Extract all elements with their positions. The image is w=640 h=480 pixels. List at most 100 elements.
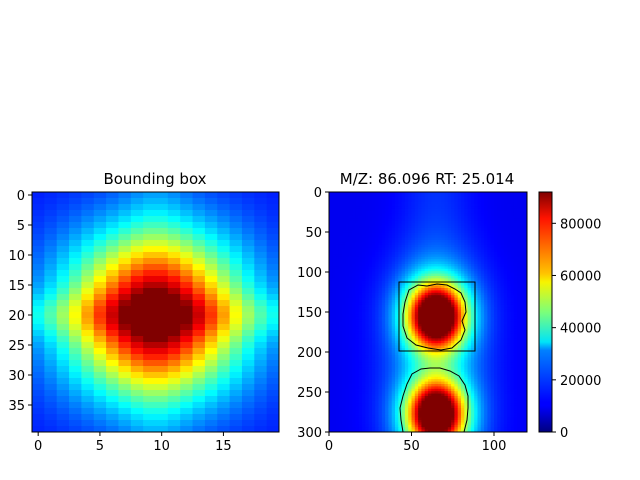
heatmap-cell — [441, 204, 445, 207]
heatmap-cell — [444, 249, 449, 253]
heatmap-cell — [332, 216, 337, 219]
heatmap-cell — [368, 326, 373, 330]
heatmap-cell — [470, 266, 475, 270]
heatmap-cell — [365, 247, 370, 251]
heatmap-cell — [381, 292, 386, 296]
heatmap-cell — [352, 309, 356, 313]
heatmap-cell — [338, 340, 343, 344]
heatmap-cell — [371, 292, 376, 296]
heatmap-cell — [497, 285, 502, 289]
heatmap-cell — [477, 242, 482, 246]
heatmap-cell — [56, 420, 70, 427]
heatmap-cell — [428, 271, 432, 275]
heatmap-cell — [447, 225, 452, 229]
heatmap-cell — [513, 280, 518, 284]
heatmap-cell — [490, 300, 495, 303]
heatmap-cell — [329, 288, 333, 291]
heatmap-cell — [254, 288, 268, 295]
heatmap-cell — [414, 261, 419, 265]
heatmap-cell — [241, 360, 255, 367]
heatmap-cell — [398, 338, 403, 342]
heatmap-cell — [513, 307, 518, 311]
heatmap-cell — [520, 355, 525, 359]
heatmap-cell — [69, 312, 82, 319]
heatmap-cell — [266, 252, 280, 259]
heatmap-cell — [352, 297, 356, 301]
heatmap-cell — [375, 213, 379, 217]
heatmap-cell — [365, 235, 370, 239]
heatmap-cell — [332, 201, 337, 205]
heatmap-cell — [437, 319, 442, 323]
heatmap-cell — [335, 232, 340, 236]
heatmap-cell — [44, 246, 58, 253]
heatmap-cell — [487, 276, 492, 279]
heatmap-cell — [229, 294, 243, 301]
heatmap-cell — [418, 319, 422, 323]
heatmap-cell — [470, 343, 475, 347]
heatmap-cell — [93, 312, 107, 319]
heatmap-cell — [523, 321, 527, 325]
heatmap-cell — [391, 199, 396, 203]
heatmap-cell — [391, 288, 396, 291]
heatmap-cell — [497, 271, 502, 275]
heatmap-cell — [338, 240, 343, 243]
heatmap-cell — [358, 285, 363, 289]
heatmap-cell — [342, 208, 346, 212]
heatmap-cell — [342, 295, 346, 299]
heatmap-cell — [503, 232, 508, 236]
heatmap-cell — [454, 249, 459, 253]
heatmap-cell — [130, 288, 144, 295]
heatmap-cell — [421, 199, 426, 203]
heatmap-cell — [523, 350, 527, 354]
heatmap-cell — [517, 345, 521, 349]
heatmap-cell — [56, 294, 70, 301]
heatmap-cell — [143, 360, 156, 367]
heatmap-cell — [362, 252, 366, 255]
heatmap-cell — [375, 273, 379, 277]
heatmap-cell — [217, 414, 231, 421]
heatmap-cell — [342, 352, 346, 356]
heatmap-cell — [428, 273, 432, 277]
heatmap-cell — [398, 211, 403, 215]
heatmap-cell — [494, 340, 498, 344]
heatmap-cell — [461, 300, 465, 303]
heatmap-cell — [362, 216, 366, 219]
heatmap-cell — [494, 252, 498, 255]
heatmap-cell — [335, 321, 340, 325]
heatmap-cell — [497, 199, 502, 203]
heatmap-cell — [434, 266, 439, 270]
heatmap-cell — [391, 259, 396, 263]
heatmap-cell — [520, 254, 525, 258]
heatmap-cell — [480, 256, 485, 260]
heatmap-cell — [523, 216, 527, 219]
heatmap-cell — [395, 242, 399, 246]
heatmap-cell — [371, 276, 376, 279]
heatmap-cell — [464, 338, 469, 342]
heatmap-cell — [395, 350, 399, 354]
heatmap-cell — [229, 384, 243, 391]
heatmap-cell — [477, 273, 482, 277]
heatmap-cell — [345, 307, 350, 311]
heatmap-cell — [355, 321, 360, 325]
heatmap-cell — [451, 266, 455, 270]
heatmap-cell — [484, 220, 488, 224]
heatmap-cell — [434, 254, 439, 258]
heatmap-cell — [421, 309, 426, 313]
heatmap-cell — [437, 338, 442, 342]
heatmap-cell — [507, 192, 511, 195]
heatmap-cell — [451, 206, 455, 210]
heatmap-cell — [414, 256, 419, 260]
heatmap-cell — [408, 304, 412, 308]
heatmap-cell — [480, 348, 485, 351]
heatmap-cell — [428, 333, 432, 337]
heatmap-cell — [451, 194, 455, 198]
heatmap-cell — [451, 283, 455, 287]
heatmap-cell — [362, 223, 366, 227]
heatmap-cell — [431, 278, 436, 282]
heatmap-cell — [507, 290, 511, 294]
heatmap-cell — [431, 266, 436, 270]
heatmap-cell — [155, 240, 169, 247]
heatmap-cell — [329, 309, 333, 313]
heatmap-cell — [398, 242, 403, 246]
heatmap-cell — [368, 309, 373, 313]
